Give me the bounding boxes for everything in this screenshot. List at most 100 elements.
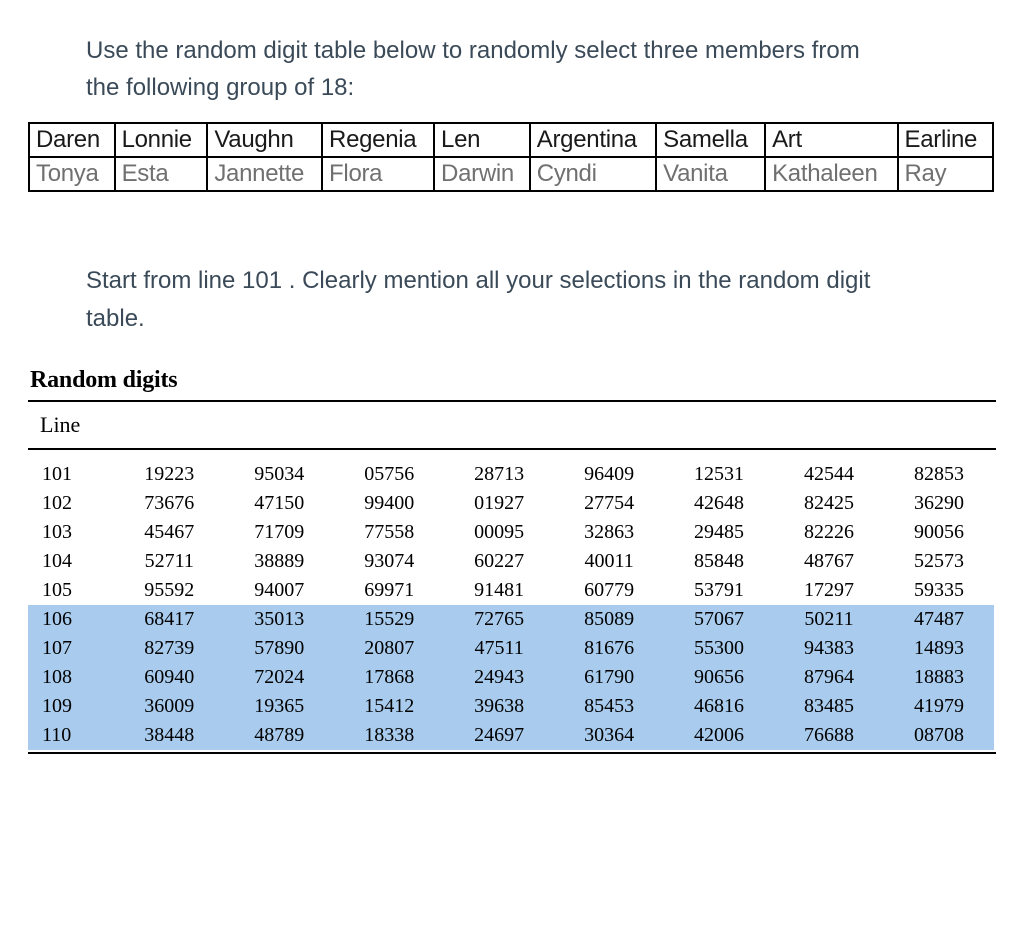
digits-cell: 61790	[554, 663, 664, 692]
digits-line-number: 108	[28, 663, 114, 692]
name-cell: Daren	[29, 123, 115, 157]
name-cell: Vaughn	[207, 123, 322, 157]
digits-cell: 00095	[444, 518, 554, 547]
digits-row: 1027367647150994000192727754426488242536…	[28, 489, 994, 518]
digits-cell: 87964	[774, 663, 884, 692]
digits-cell: 05756	[334, 460, 444, 489]
digits-cell: 72765	[444, 605, 554, 634]
random-digits-title: Random digits	[30, 367, 996, 394]
digits-cell: 60779	[554, 576, 664, 605]
name-cell: Kathaleen	[765, 157, 897, 191]
digits-cell: 45467	[114, 518, 224, 547]
digits-cell: 35013	[224, 605, 334, 634]
name-cell: Len	[434, 123, 530, 157]
digits-cell: 52711	[114, 547, 224, 576]
digits-cell: 68417	[114, 605, 224, 634]
digits-cell: 48767	[774, 547, 884, 576]
digits-line-number: 109	[28, 692, 114, 721]
digits-cell: 19365	[224, 692, 334, 721]
digits-cell: 94007	[224, 576, 334, 605]
digits-row: 1103844848789183382469730364420067668808…	[28, 721, 994, 750]
digits-cell: 38889	[224, 547, 334, 576]
digits-cell: 17868	[334, 663, 444, 692]
digits-line-number: 106	[28, 605, 114, 634]
digits-cell: 28713	[444, 460, 554, 489]
digits-line-number: 103	[28, 518, 114, 547]
digits-table: 1011922395034057562871396409125314254482…	[28, 460, 994, 750]
name-cell: Art	[765, 123, 897, 157]
digits-cell: 47511	[444, 634, 554, 663]
digits-row: 1045271138889930746022740011858484876752…	[28, 547, 994, 576]
digits-line-number: 102	[28, 489, 114, 518]
digits-row: 1011922395034057562871396409125314254482…	[28, 460, 994, 489]
digits-cell: 85453	[554, 692, 664, 721]
digits-cell: 73676	[114, 489, 224, 518]
digits-cell: 41979	[884, 692, 994, 721]
digits-cell: 82226	[774, 518, 884, 547]
digits-cell: 85848	[664, 547, 774, 576]
digits-row: 1034546771709775580009532863294858222690…	[28, 518, 994, 547]
name-cell: Argentina	[530, 123, 656, 157]
digits-cell: 72024	[224, 663, 334, 692]
digits-cell: 20807	[334, 634, 444, 663]
digits-row: 1078273957890208074751181676553009438314…	[28, 634, 994, 663]
digits-cell: 12531	[664, 460, 774, 489]
digits-cell: 42544	[774, 460, 884, 489]
name-cell: Jannette	[207, 157, 322, 191]
digits-cell: 55300	[664, 634, 774, 663]
digits-cell: 47150	[224, 489, 334, 518]
digits-row: 1066841735013155297276585089570675021147…	[28, 605, 994, 634]
digits-cell: 46816	[664, 692, 774, 721]
digits-line-number: 110	[28, 721, 114, 750]
digits-cell: 57067	[664, 605, 774, 634]
name-cell: Vanita	[656, 157, 765, 191]
name-cell: Tonya	[29, 157, 115, 191]
intro-line-2: the following group of 18:	[86, 74, 354, 101]
digits-cell: 24943	[444, 663, 554, 692]
line-header: Line	[28, 400, 996, 450]
digits-cell: 83485	[774, 692, 884, 721]
digits-cell: 57890	[224, 634, 334, 663]
digits-cell: 39638	[444, 692, 554, 721]
digits-cell: 95592	[114, 576, 224, 605]
digits-cell: 36290	[884, 489, 994, 518]
digits-cell: 32863	[554, 518, 664, 547]
digits-cell: 85089	[554, 605, 664, 634]
name-cell: Esta	[115, 157, 208, 191]
digits-row: 1086094072024178682494361790906568796418…	[28, 663, 994, 692]
directive-line-2: table.	[86, 305, 145, 332]
digits-cell: 59335	[884, 576, 994, 605]
digits-cell: 94383	[774, 634, 884, 663]
name-cell: Flora	[322, 157, 434, 191]
name-cell: Lonnie	[115, 123, 208, 157]
digits-cell: 18883	[884, 663, 994, 692]
names-row-1: Tonya Esta Jannette Flora Darwin Cyndi V…	[29, 157, 993, 191]
digits-cell: 15412	[334, 692, 444, 721]
name-cell: Regenia	[322, 123, 434, 157]
name-cell: Darwin	[434, 157, 530, 191]
digits-cell: 01927	[444, 489, 554, 518]
names-row-0: Daren Lonnie Vaughn Regenia Len Argentin…	[29, 123, 993, 157]
name-cell: Samella	[656, 123, 765, 157]
digits-cell: 90056	[884, 518, 994, 547]
names-table: Daren Lonnie Vaughn Regenia Len Argentin…	[28, 122, 994, 192]
digits-cell: 15529	[334, 605, 444, 634]
digits-cell: 99400	[334, 489, 444, 518]
digits-cell: 48789	[224, 721, 334, 750]
digits-cell: 30364	[554, 721, 664, 750]
digits-cell: 19223	[114, 460, 224, 489]
digits-cell: 69971	[334, 576, 444, 605]
digits-cell: 24697	[444, 721, 554, 750]
name-cell: Cyndi	[530, 157, 656, 191]
digits-line-number: 107	[28, 634, 114, 663]
digits-cell: 42006	[664, 721, 774, 750]
bottom-rule	[28, 752, 996, 754]
digits-cell: 91481	[444, 576, 554, 605]
digits-line-number: 101	[28, 460, 114, 489]
digits-cell: 82739	[114, 634, 224, 663]
digits-cell: 76688	[774, 721, 884, 750]
digits-row: 1093600919365154123963885453468168348541…	[28, 692, 994, 721]
digits-cell: 96409	[554, 460, 664, 489]
intro-text: Use the random digit table below to rand…	[86, 32, 966, 106]
digits-cell: 17297	[774, 576, 884, 605]
